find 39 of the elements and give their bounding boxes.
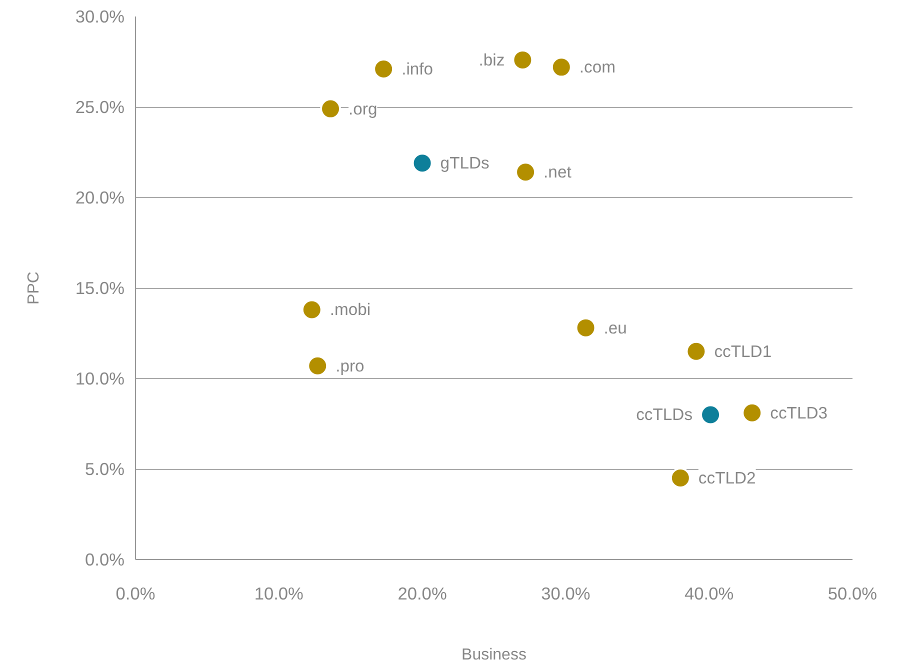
point [742, 402, 763, 424]
x-tick-label: 20.0% [398, 584, 447, 604]
x-tick-label: 30.0% [541, 584, 590, 604]
annotation: .org [348, 99, 378, 118]
point [373, 58, 394, 80]
annotation: .com [579, 58, 616, 77]
point [307, 355, 328, 376]
point [515, 162, 536, 183]
y-tick-label: 5.0% [85, 459, 125, 479]
x-tick-label: 40.0% [684, 584, 734, 604]
point [320, 98, 342, 120]
annotation: .biz [478, 50, 505, 70]
annotation: .mobi [330, 300, 371, 320]
x-axis-title: Business [462, 646, 526, 664]
annotation: .net [544, 162, 572, 182]
point [412, 152, 433, 174]
x-tick-label: 10.0% [254, 584, 304, 604]
y-tick-label: 20.0% [75, 188, 125, 208]
y-tick-label: 30.0% [75, 6, 125, 26]
y-tick-label: 15.0% [75, 278, 125, 298]
annotation: ccTLD2 [698, 468, 756, 488]
annotation: ccTLDs [636, 405, 693, 424]
point [301, 299, 322, 320]
point [575, 317, 596, 338]
annotation: gTLDs [440, 154, 490, 173]
y-tick-label: 25.0% [75, 97, 125, 117]
annotation: ccTLD3 [770, 403, 828, 422]
x-tick-label: 50.0% [828, 584, 878, 604]
y-axis-title: PPC [25, 272, 42, 304]
point [700, 404, 722, 426]
annotation: .info [402, 59, 434, 78]
y-tick-label: 0.0% [85, 550, 125, 570]
point [550, 56, 572, 78]
point [686, 340, 707, 362]
y-tick-label: 10.0% [75, 368, 125, 388]
x-tick-label: 0.0% [116, 584, 156, 604]
annotation: ccTLD1 [714, 342, 772, 361]
annotation: .pro [336, 356, 364, 376]
annotation: .eu [604, 318, 627, 338]
